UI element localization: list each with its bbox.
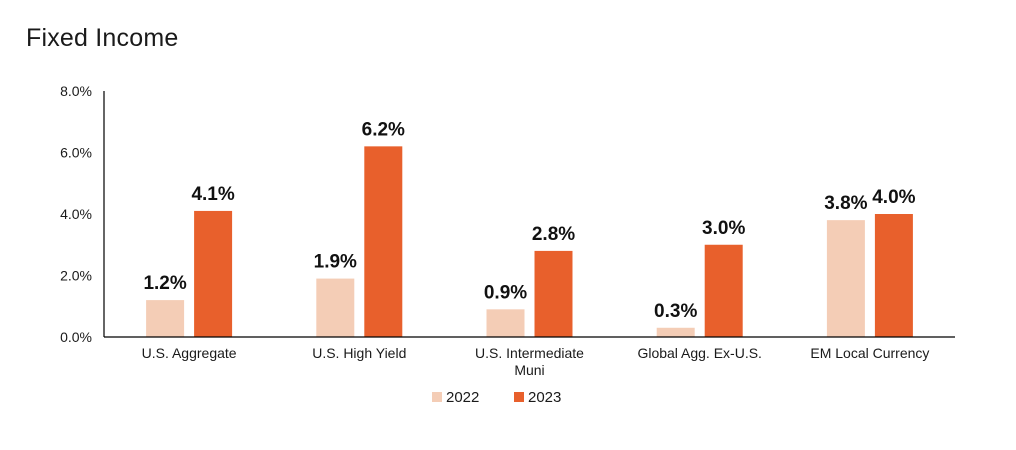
data-label-2022-4: 3.8% [824,193,867,214]
y-tick-label: 6.0% [60,145,92,161]
data-label-2023-2: 2.8% [532,224,575,245]
category-label-0: U.S. Aggregate [142,345,237,361]
data-label-2022-1: 1.9% [314,252,357,273]
bar-2023-3 [704,244,743,337]
category-label-4: EM Local Currency [810,345,929,361]
bar-2022-1 [316,278,355,337]
bar-2023-0 [194,210,233,337]
data-label-2022-2: 0.9% [484,282,527,303]
bar-2022-4 [826,220,865,337]
data-label-2023-0: 4.1% [191,184,234,205]
bar-2023-2 [534,250,573,337]
data-label-2023-4: 4.0% [872,187,915,208]
y-tick-label: 8.0% [60,83,92,99]
bar-2022-0 [146,300,185,337]
data-label-2023-1: 6.2% [362,119,405,140]
chart-title: Fixed Income [26,24,179,52]
bar-2022-3 [656,327,695,337]
legend-label-2023: 2023 [528,389,561,406]
data-label-2023-3: 3.0% [702,218,745,239]
legend-swatch-2023 [514,392,524,402]
bar-2022-2 [486,309,525,337]
bar-2023-4 [874,214,913,337]
data-label-2022-3: 0.3% [654,301,697,322]
legend-swatch-2022 [432,392,442,402]
legend-label-2022: 2022 [446,389,479,406]
category-label-2: U.S. Intermediate [475,345,584,361]
category-label-3: Global Agg. Ex-U.S. [637,345,762,361]
y-tick-label: 0.0% [60,329,92,345]
bar-2023-1 [364,146,403,337]
category-label-2: Muni [514,362,544,378]
category-label-1: U.S. High Yield [312,345,406,361]
y-tick-label: 4.0% [60,206,92,222]
y-tick-label: 2.0% [60,268,92,284]
data-label-2022-0: 1.2% [143,273,186,294]
